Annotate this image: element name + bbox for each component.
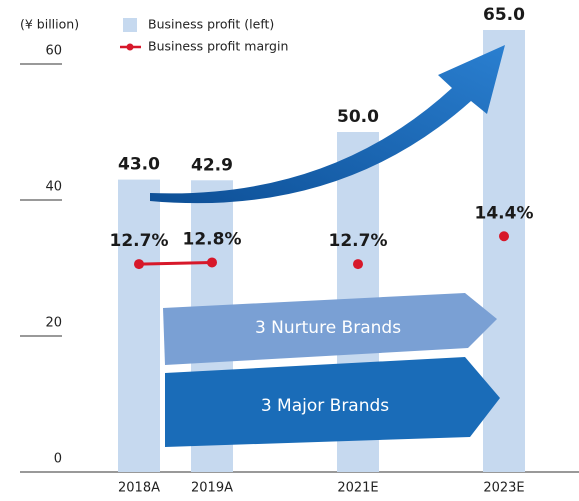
annotation: 3 Nurture Brands [255,318,401,338]
value-label: 12.7% [110,231,169,251]
value-label: 12.7% [329,231,388,251]
value-label: 43.0 [118,155,160,175]
x-tick-label: 2021E [337,481,378,496]
legend-swatch [123,18,137,32]
overlay: 2018A 2019A 2021E 2023E 43.0 42.9 50.0 65.0 12.7… [110,5,534,496]
legend-label: Business profit (left) [148,17,274,32]
nurture-arrow [163,293,497,365]
annotation: 3 Major Brands [261,396,389,416]
value-label: 12.8% [183,229,242,249]
value-label: 65.0 [483,5,525,25]
x-tick-label: 2018A [118,481,160,496]
major-arrow [165,357,500,447]
value-label: 42.9 [191,155,233,175]
x-tick-label: 2023E [483,481,524,496]
legend-dot [126,43,134,51]
y-tick-label: 20 [45,316,62,331]
bar [118,179,160,472]
y-tick-label: 0 [54,452,62,467]
growth-arrow [150,45,505,204]
margin-dot [207,257,217,268]
margin-dot [499,231,509,242]
value-label: 14.4% [475,203,534,223]
margin-line [138,260,213,266]
y-tick-label: 40 [45,180,62,195]
y-tick-label: 60 [45,44,62,59]
x-tick-label: 2019A [191,481,233,496]
legend-label: Business profit margin [148,39,288,54]
margin-dot [353,259,363,270]
y-axis-label: (¥ billion) [20,17,79,32]
value-label: 50.0 [337,107,379,127]
margin-dot [134,259,144,270]
